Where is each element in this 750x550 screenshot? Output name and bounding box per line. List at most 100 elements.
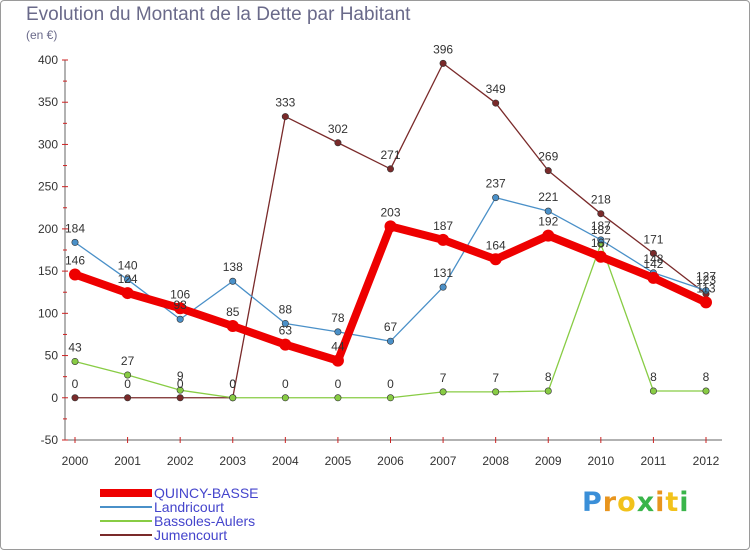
data-label: 0	[282, 377, 289, 391]
data-label: 271	[380, 148, 400, 162]
data-point	[334, 139, 342, 147]
data-point	[439, 283, 447, 291]
series-points	[69, 59, 712, 402]
data-point	[597, 210, 605, 218]
data-label: 9	[177, 369, 184, 383]
data-label: 127	[696, 270, 716, 284]
data-label: 138	[223, 260, 243, 274]
data-label: 0	[387, 377, 394, 391]
data-point	[71, 394, 79, 402]
y-tick-label: 150	[38, 264, 58, 278]
data-label: 187	[591, 219, 611, 233]
data-label: 182	[591, 223, 611, 237]
logo-letter: i	[679, 487, 690, 518]
data-point	[702, 287, 710, 295]
data-point	[124, 394, 132, 402]
data-label: 0	[124, 377, 131, 391]
data-label: 237	[486, 177, 506, 191]
y-tick-label: 300	[38, 137, 58, 151]
x-tick-label: 2011	[641, 454, 667, 468]
logo-letter: i	[655, 487, 666, 518]
data-point	[334, 394, 342, 402]
x-tick-label: 2008	[482, 454, 509, 468]
data-point	[489, 253, 502, 266]
y-tick-label: 250	[38, 180, 58, 194]
data-label: 148	[643, 252, 663, 266]
data-label: 106	[170, 287, 190, 301]
data-point	[334, 328, 342, 336]
y-tick-label: 0	[51, 391, 58, 405]
data-point	[386, 394, 394, 402]
data-point	[647, 271, 660, 284]
data-point	[281, 319, 289, 327]
data-point	[544, 387, 552, 395]
data-label: 8	[545, 370, 552, 384]
data-point	[439, 388, 447, 396]
unit-label: (en €)	[26, 28, 58, 42]
data-label: 0	[72, 377, 79, 391]
x-tick-label: 2001	[114, 454, 141, 468]
data-point	[492, 388, 500, 396]
data-label: 0	[229, 377, 236, 391]
legend-item-landricourt: Landricourt	[100, 499, 225, 515]
data-point	[71, 357, 79, 365]
x-tick-label: 2009	[535, 454, 562, 468]
logo-letter: r	[602, 487, 618, 518]
y-tick-label: 400	[38, 53, 58, 67]
data-point	[544, 207, 552, 215]
y-tick-label: 100	[38, 306, 58, 320]
data-point	[174, 302, 187, 315]
data-label: 218	[591, 193, 611, 207]
data-point	[331, 354, 344, 367]
data-point	[69, 268, 81, 281]
data-label: 167	[591, 236, 611, 250]
axes: -50 0 50 100 150 200 250 300 350 400 2000 2001 2002 2…	[38, 53, 722, 468]
data-label: 88	[279, 302, 293, 316]
x-tick-label: 2010	[587, 454, 614, 468]
legend-label: Landricourt	[154, 499, 225, 515]
data-label: 333	[275, 96, 295, 110]
x-tick-label: 2004	[272, 454, 299, 468]
data-label: 85	[226, 305, 240, 319]
data-label: 124	[118, 272, 138, 286]
logo-letter: o	[617, 487, 637, 518]
data-point	[281, 394, 289, 402]
legend-swatch	[100, 534, 152, 536]
data-label: 142	[643, 257, 663, 271]
x-tick-label: 2003	[219, 454, 246, 468]
data-point	[437, 233, 450, 246]
x-tick-label: 2002	[167, 454, 194, 468]
data-label: 67	[384, 320, 398, 334]
data-point	[492, 194, 500, 202]
y-tick-label: 350	[38, 95, 58, 109]
legend-item-jumencourt: Jumencourt	[100, 527, 227, 543]
data-point	[124, 276, 132, 284]
y-tick-label: 200	[38, 222, 58, 236]
data-label: 203	[380, 205, 400, 219]
data-label: 396	[433, 42, 453, 56]
data-label: 221	[538, 190, 558, 204]
legend-swatch	[100, 506, 152, 508]
data-label: 164	[486, 238, 506, 252]
data-point	[386, 337, 394, 345]
x-tick-label: 2005	[325, 454, 352, 468]
proxiti-logo: Proxiti	[582, 487, 690, 518]
logo-letter: P	[582, 487, 603, 518]
x-tick-label: 2000	[62, 454, 89, 468]
data-label: 131	[433, 266, 453, 280]
data-label: 0	[229, 377, 236, 391]
data-label: 27	[121, 354, 135, 368]
data-label: 8	[650, 370, 657, 384]
data-point	[176, 394, 184, 402]
data-label: 7	[440, 371, 447, 385]
data-label: 184	[65, 221, 85, 235]
data-label: 0	[177, 377, 184, 391]
data-point	[226, 320, 239, 332]
data-point	[702, 387, 710, 395]
data-point	[121, 287, 134, 300]
data-label: 146	[65, 253, 85, 267]
data-point	[439, 59, 447, 67]
data-label: 0	[335, 377, 342, 391]
data-point	[649, 249, 657, 257]
